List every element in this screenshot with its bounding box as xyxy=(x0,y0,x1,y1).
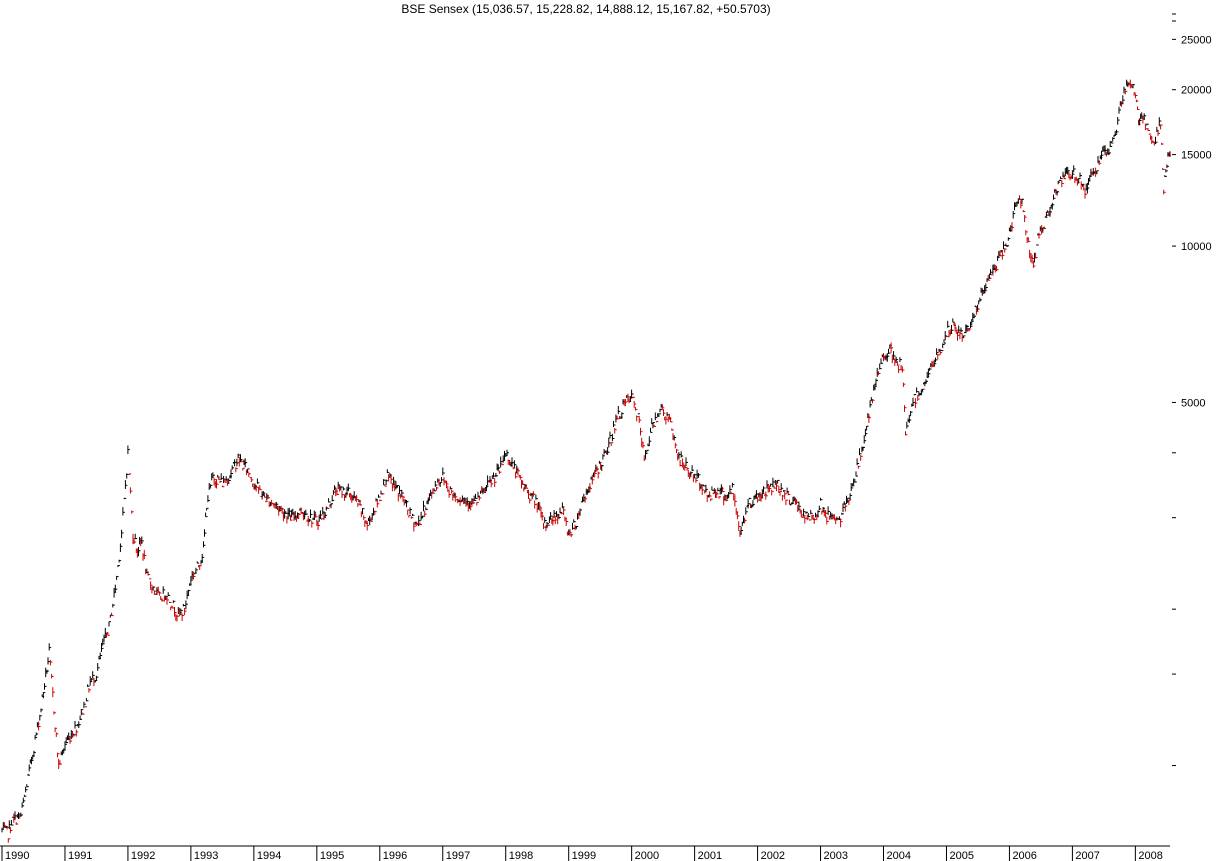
price-series-layer xyxy=(1,79,1171,843)
x-tick-label: 2004 xyxy=(887,850,911,861)
x-tick-label: 1994 xyxy=(257,850,281,861)
y-tick-label: 25000 xyxy=(1181,34,1212,46)
x-tick-label: 1997 xyxy=(446,850,470,861)
x-tick-label: 2001 xyxy=(698,850,722,861)
x-tick-label: 2003 xyxy=(824,850,848,861)
x-tick-label: 1992 xyxy=(131,850,155,861)
y-axis: 5000 10000 15000 20000 25000 xyxy=(1172,13,1212,767)
x-tick-label: 2002 xyxy=(761,850,785,861)
x-tick-label: 2007 xyxy=(1075,850,1099,861)
y-tick-label: 10000 xyxy=(1181,241,1212,253)
x-tick-label: 2000 xyxy=(635,850,659,861)
x-tick-label: 1999 xyxy=(572,850,596,861)
x-tick-label: 2006 xyxy=(1012,850,1036,861)
x-tick-label: 2005 xyxy=(949,850,973,861)
x-tick-label: 1995 xyxy=(320,850,344,861)
x-tick-label: 1993 xyxy=(194,850,218,861)
x-tick-label: 1991 xyxy=(68,850,92,861)
x-tick-label: 1990 xyxy=(5,850,29,861)
x-tick-label: 1998 xyxy=(509,850,533,861)
y-tick-label: 20000 xyxy=(1181,85,1212,97)
x-tick-label: 1996 xyxy=(383,850,407,861)
x-axis: 1990 1991 1992 1993 1994 1995 1996 1997 1998 1999… xyxy=(0,845,1170,861)
y-tick-label: 5000 xyxy=(1181,397,1205,409)
x-tick-label: 2008 xyxy=(1138,850,1162,861)
chart-title: BSE Sensex (15,036.57, 15,228.82, 14,888… xyxy=(401,2,770,16)
y-tick-label: 15000 xyxy=(1181,150,1212,162)
